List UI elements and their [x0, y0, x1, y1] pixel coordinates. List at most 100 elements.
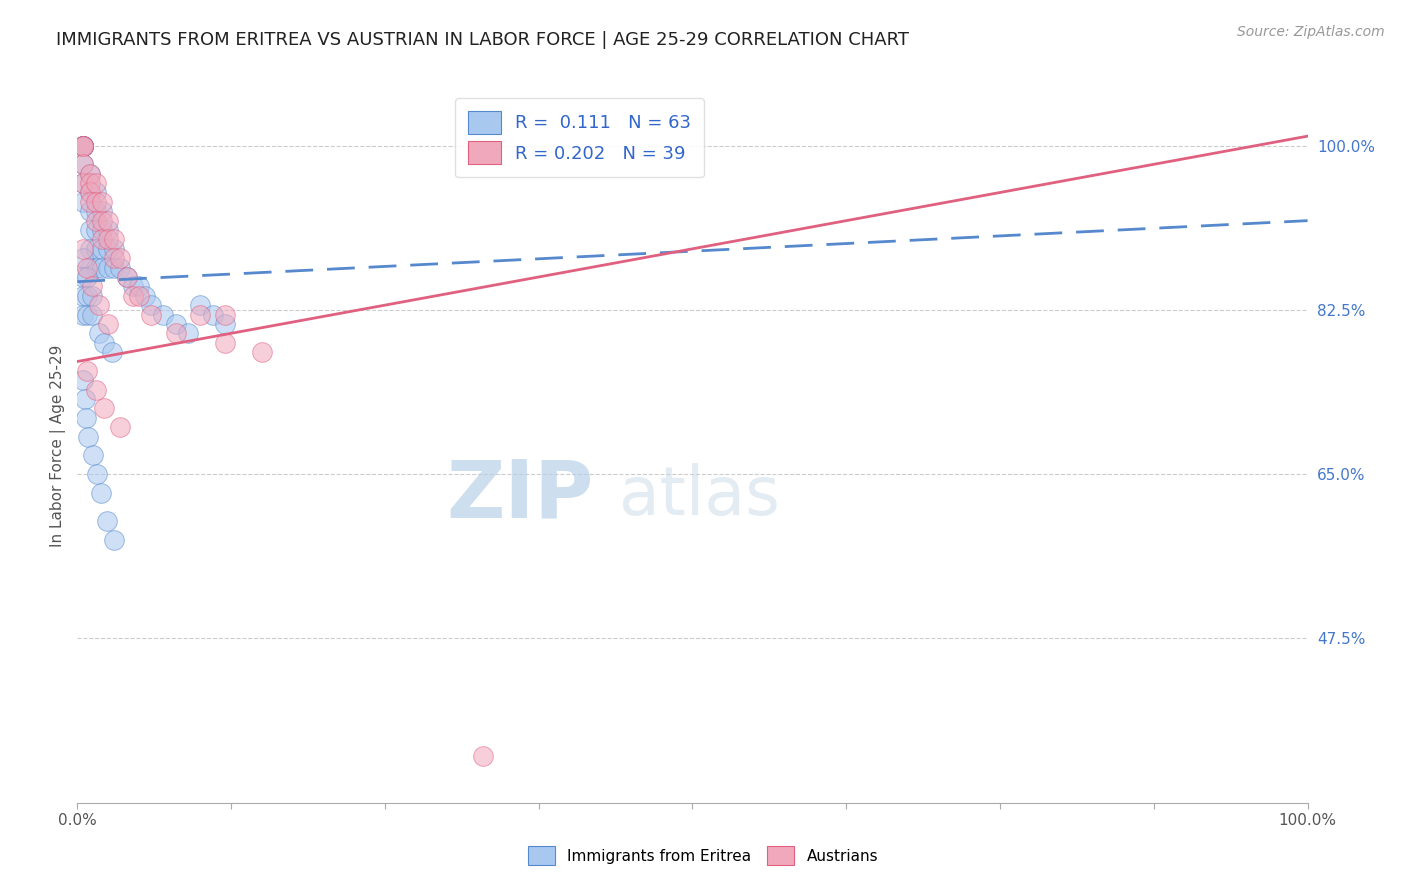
Point [201, 308, 224, 322]
Point [72, 251, 94, 265]
Point [101, 345, 124, 359]
Point [77, 429, 100, 443]
Point [128, 289, 150, 303]
Point [90, 232, 114, 246]
Point [97, 260, 120, 275]
Point [79, 260, 101, 275]
Point [97, 213, 120, 227]
Point [128, 279, 150, 293]
Point [84, 176, 107, 190]
Point [79, 223, 101, 237]
Point [72, 157, 94, 171]
Point [82, 279, 104, 293]
Point [72, 138, 94, 153]
Point [89, 298, 111, 312]
Point [97, 232, 120, 246]
Point [103, 251, 125, 265]
Point [72, 270, 94, 285]
Point [79, 194, 101, 209]
Point [75, 410, 97, 425]
Point [190, 298, 212, 312]
Point [96, 514, 118, 528]
Point [97, 317, 120, 331]
Legend: Immigrants from Eritrea, Austrians: Immigrants from Eritrea, Austrians [522, 840, 884, 871]
Point [165, 317, 187, 331]
Point [72, 138, 94, 153]
Point [165, 326, 187, 341]
Point [97, 242, 120, 256]
Point [214, 308, 236, 322]
Point [90, 223, 114, 237]
Point [90, 242, 114, 256]
Point [115, 270, 138, 285]
Point [141, 298, 163, 312]
Point [73, 392, 96, 406]
Point [82, 308, 104, 322]
Point [103, 533, 125, 547]
Point [115, 270, 138, 285]
Point [72, 138, 94, 153]
Point [72, 138, 94, 153]
Point [72, 138, 94, 153]
Point [110, 420, 132, 434]
Point [250, 345, 273, 359]
Point [134, 289, 156, 303]
Point [90, 213, 114, 227]
Point [79, 176, 101, 190]
Point [97, 223, 120, 237]
Text: atlas: atlas [619, 463, 779, 529]
Point [121, 279, 143, 293]
Point [84, 242, 107, 256]
Point [72, 138, 94, 153]
Point [214, 335, 236, 350]
Legend: R =  0.111   N = 63, R = 0.202   N = 39: R = 0.111 N = 63, R = 0.202 N = 39 [456, 98, 703, 178]
Text: IMMIGRANTS FROM ERITREA VS AUSTRIAN IN LABOR FORCE | AGE 25-29 CORRELATION CHART: IMMIGRANTS FROM ERITREA VS AUSTRIAN IN L… [56, 31, 910, 49]
Point [72, 138, 94, 153]
Point [72, 138, 94, 153]
Text: Source: ZipAtlas.com: Source: ZipAtlas.com [1237, 25, 1385, 39]
Point [103, 260, 125, 275]
Point [84, 213, 107, 227]
Point [72, 308, 94, 322]
Point [141, 308, 163, 322]
Point [79, 167, 101, 181]
Point [190, 308, 212, 322]
Point [72, 176, 94, 190]
Point [93, 401, 115, 416]
Y-axis label: In Labor Force | Age 25-29: In Labor Force | Age 25-29 [51, 345, 66, 547]
Point [152, 308, 174, 322]
Point [177, 326, 200, 341]
Point [76, 260, 98, 275]
Point [79, 186, 101, 200]
Point [110, 260, 132, 275]
Point [72, 242, 94, 256]
Point [110, 251, 132, 265]
Point [72, 138, 94, 153]
Point [93, 335, 115, 350]
Text: ZIP: ZIP [447, 457, 595, 535]
Point [72, 289, 94, 303]
Point [90, 204, 114, 219]
Point [72, 373, 94, 387]
Point [72, 194, 94, 209]
Point [76, 270, 98, 285]
Point [84, 223, 107, 237]
Point [79, 204, 101, 219]
Point [90, 486, 112, 500]
Point [84, 260, 107, 275]
Point [472, 748, 495, 763]
Point [72, 157, 94, 171]
Point [76, 364, 98, 378]
Point [84, 204, 107, 219]
Point [72, 176, 94, 190]
Point [76, 308, 98, 322]
Point [76, 289, 98, 303]
Point [72, 138, 94, 153]
Point [84, 194, 107, 209]
Point [121, 289, 143, 303]
Point [214, 317, 236, 331]
Point [89, 326, 111, 341]
Point [79, 242, 101, 256]
Point [86, 467, 108, 482]
Point [82, 449, 104, 463]
